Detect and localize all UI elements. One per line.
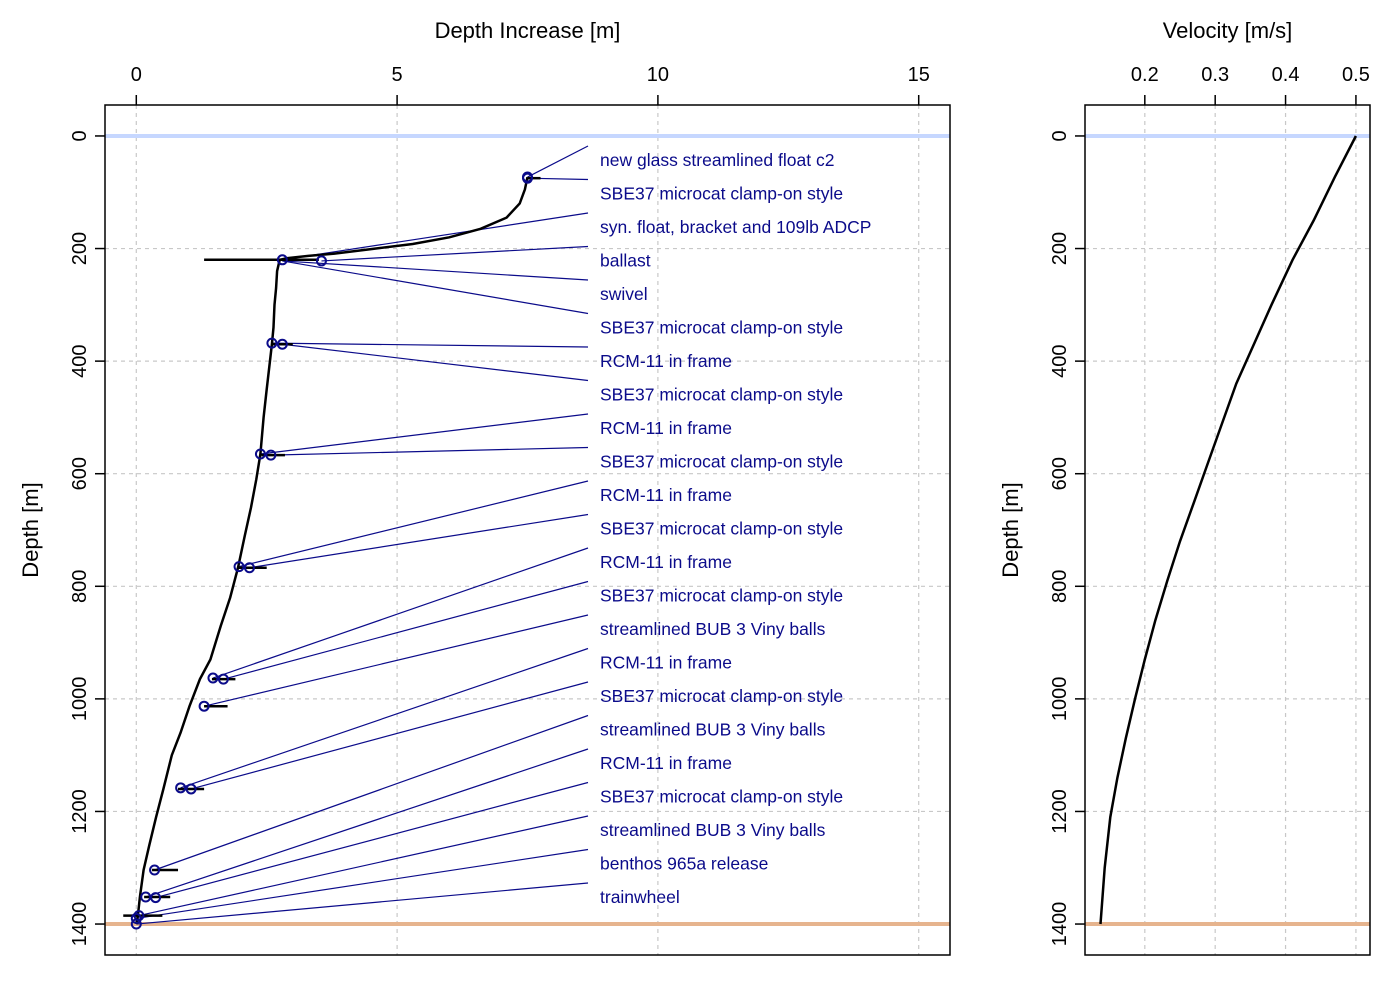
plot-frame (1084, 104, 1371, 956)
instrument-label: RCM-11 in frame (600, 653, 732, 673)
instrument-label: SBE37 microcat clamp-on style (600, 184, 843, 204)
leader-line (154, 714, 589, 871)
leader-line (270, 446, 589, 456)
leader-line (223, 580, 589, 680)
depth-increase-panel: new glass streamlined float c2 SBE37 micr… (18, 18, 951, 956)
leader-line (138, 815, 589, 917)
instrument-label: new glass streamlined float c2 (600, 150, 834, 170)
velocity-curve (1099, 135, 1358, 925)
leader-line (271, 342, 589, 348)
leader-line (282, 212, 589, 261)
instrument-label: trainwheel (600, 887, 680, 907)
instrument-marker (233, 561, 245, 573)
instrument-label: streamlined BUB 3 Viny balls (600, 619, 826, 639)
instrument-marker (266, 337, 278, 349)
instrument-label: RCM-11 in frame (600, 485, 732, 505)
instrument-marker (130, 918, 142, 930)
y-tick-label: 1200 (1049, 789, 1071, 834)
instrument-marker (276, 254, 288, 266)
instrument-marker (175, 782, 187, 794)
instrument-marker (150, 892, 162, 904)
y-axis-title: Depth [m] (18, 482, 43, 577)
y-axis-title: Depth [m] (998, 482, 1023, 577)
instrument-label: ballast (600, 251, 651, 271)
x-tick-label: 15 (908, 64, 930, 86)
instrument-label: RCM-11 in frame (600, 351, 732, 371)
y-tick-label: 400 (1049, 344, 1071, 377)
y-tick-label: 200 (69, 232, 91, 265)
leader-line (145, 748, 589, 898)
x-tick-label: 0 (131, 64, 142, 86)
instrument-marker (254, 448, 266, 460)
instrument-marker (265, 449, 277, 461)
x-tick-label: 0.4 (1272, 64, 1300, 86)
instrument-label: RCM-11 in frame (600, 753, 732, 773)
leader-line (282, 260, 589, 315)
y-tick-label: 1200 (69, 789, 91, 834)
y-tick-label: 1000 (1049, 677, 1071, 722)
instrument-label: streamlined BUB 3 Viny balls (600, 720, 826, 740)
y-tick-label: 1400 (69, 902, 91, 947)
y-tick-label: 800 (1049, 570, 1071, 603)
instrument-label: SBE37 microcat clamp-on style (600, 787, 843, 807)
instrument-marker (198, 700, 210, 712)
leader-line (238, 480, 589, 568)
y-tick-label: 200 (1049, 232, 1071, 265)
y-tick-label: 1400 (1049, 902, 1071, 947)
instrument-marker (130, 912, 142, 924)
instrument-label: SBE37 microcat clamp-on style (600, 686, 843, 706)
plot-frame (104, 104, 951, 956)
y-tick-label: 1000 (69, 677, 91, 722)
leader-line (212, 547, 589, 679)
leader-line (136, 848, 589, 920)
leader-line (527, 145, 589, 178)
y-tick-label: 400 (69, 344, 91, 377)
x-tick-label: 0.3 (1201, 64, 1229, 86)
leader-line (180, 647, 589, 789)
instrument-marker (149, 864, 161, 876)
leader-line (321, 245, 589, 262)
x-tick-label: 0.2 (1131, 64, 1159, 86)
velocity-panel: 0.2 0.3 0.4 0.5 Velocity [m/s] 0 200 400 600 800 1… (998, 18, 1371, 956)
instrument-marker (276, 338, 288, 350)
instrument-label: RCM-11 in frame (600, 418, 732, 438)
instrument-marker (522, 172, 533, 184)
leader-line (260, 413, 589, 455)
instrument-marker (243, 562, 255, 574)
x-tick-label: 0.5 (1342, 64, 1370, 86)
y-tick-label: 600 (69, 457, 91, 490)
leader-line (190, 681, 589, 790)
instrument-marker (185, 783, 197, 795)
x-axis-title: Depth Increase [m] (435, 18, 621, 43)
instrument-label: swivel (600, 284, 648, 304)
instrument-label: benthos 965a release (600, 854, 768, 874)
instrument-label: RCM-11 in frame (600, 552, 732, 572)
depth-increase-curve (135, 176, 529, 925)
instrument-marker (217, 673, 229, 685)
leader-line (203, 614, 589, 707)
leader-line (136, 882, 589, 925)
instrument-label: SBE37 microcat clamp-on style (600, 385, 843, 405)
instrument-label: SBE37 microcat clamp-on style (600, 318, 843, 338)
instrument-label: SBE37 microcat clamp-on style (600, 452, 843, 472)
x-tick-label: 5 (392, 64, 403, 86)
leader-line (282, 343, 589, 382)
x-axis-title: Velocity [m/s] (1163, 18, 1293, 43)
instrument-label: streamlined BUB 3 Viny balls (600, 820, 826, 840)
instrument-label: SBE37 microcat clamp-on style (600, 586, 843, 606)
x-tick-label: 10 (647, 64, 669, 86)
instrument-label: syn. float, bracket and 109lb ADCP (600, 217, 871, 237)
leader-line (155, 781, 589, 899)
instrument-label: SBE37 microcat clamp-on style (600, 519, 843, 539)
y-tick-label: 0 (69, 130, 91, 141)
instrument-marker (207, 672, 219, 684)
instrument-marker (315, 255, 327, 267)
leader-line (282, 260, 589, 281)
leader-line (249, 513, 589, 569)
y-tick-label: 600 (1049, 457, 1071, 490)
y-tick-label: 0 (1049, 130, 1071, 141)
y-tick-label: 800 (69, 570, 91, 603)
